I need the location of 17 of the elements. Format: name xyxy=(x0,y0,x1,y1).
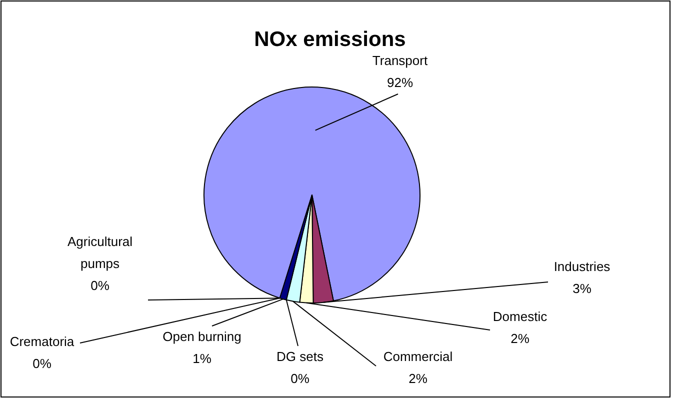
text: 0% xyxy=(32,356,52,371)
chart-title: NOx emissions xyxy=(254,28,406,51)
data-label: 92% xyxy=(386,75,414,90)
data-label: 1% xyxy=(192,351,212,366)
data-label: 2% xyxy=(408,371,428,386)
slice-label: Open burning xyxy=(162,329,242,344)
category-label: Crematoria xyxy=(10,334,74,349)
category-label: DG sets xyxy=(276,349,324,364)
data-label: 2% xyxy=(510,331,530,346)
category-label: Agricultural pumps xyxy=(67,234,133,271)
slice-label: Domestic xyxy=(492,309,548,324)
text: 0% xyxy=(290,371,310,386)
data-label: 3% xyxy=(572,281,592,296)
text: 0% xyxy=(90,278,110,293)
slice-label: Industries xyxy=(554,259,611,274)
slice-label: Transport xyxy=(372,53,428,68)
slice-label: Commercial xyxy=(383,349,453,364)
